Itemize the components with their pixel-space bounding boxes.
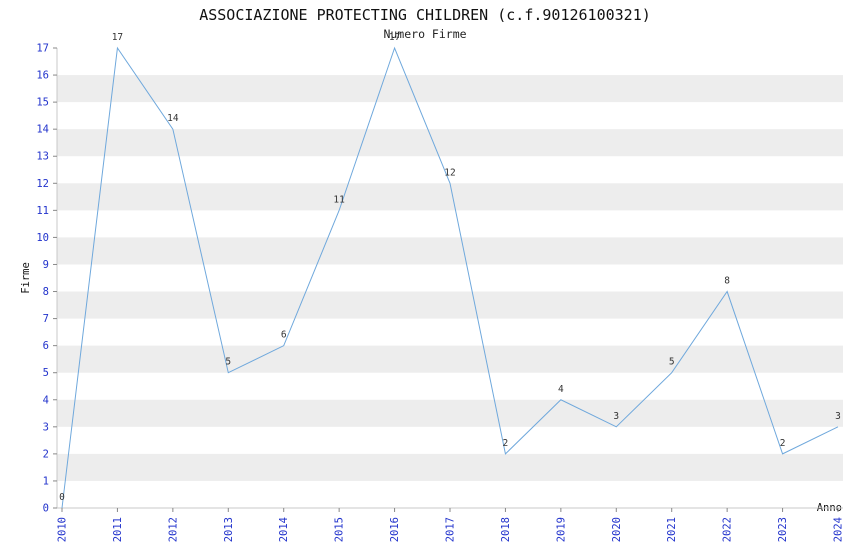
- point-label: 12: [444, 167, 455, 178]
- x-tick-label: 2024: [833, 517, 845, 542]
- point-label: 6: [281, 330, 287, 341]
- grid-band: [57, 183, 843, 211]
- data-line: [61, 46, 839, 509]
- y-tick-label: 13: [36, 151, 49, 163]
- grid-band: [57, 237, 843, 265]
- point-label: 17: [112, 32, 123, 43]
- x-tick-label: 2011: [112, 517, 124, 542]
- point-label: 3: [613, 411, 619, 422]
- point-label: 5: [669, 357, 675, 368]
- x-tick-label: 2012: [167, 517, 179, 542]
- y-tick-label: 11: [36, 205, 49, 217]
- x-tick-label: 2015: [334, 517, 346, 542]
- y-tick-label: 16: [36, 70, 49, 82]
- point-label: 2: [503, 438, 509, 449]
- x-tick-label: 2017: [445, 517, 457, 542]
- x-tick-label: 2019: [555, 517, 567, 542]
- chart-title: ASSOCIAZIONE PROTECTING CHILDREN (c.f.90…: [199, 6, 651, 24]
- point-label: 0: [59, 492, 65, 503]
- x-tick-label: 2022: [722, 517, 734, 542]
- grid-band: [57, 399, 843, 427]
- grid-bands: [57, 75, 843, 481]
- y-tick-label: 8: [43, 286, 49, 298]
- y-tick-label: 15: [36, 97, 49, 109]
- point-label: 14: [167, 113, 179, 124]
- point-label: 11: [333, 194, 345, 205]
- y-tick-label: 9: [43, 259, 49, 271]
- grid-band: [57, 453, 843, 481]
- point-label: 4: [558, 384, 564, 395]
- y-tick-label: 1: [43, 475, 49, 487]
- x-tick-label: 2016: [389, 517, 401, 542]
- grid-band: [57, 345, 843, 373]
- point-label: 8: [724, 276, 730, 287]
- x-axis-ticks: 2010 2011 2012 2013 2014 2015 2016 2017 2018 2019…: [57, 508, 845, 542]
- point-label: 17: [389, 32, 400, 43]
- grid-band: [57, 75, 843, 103]
- y-tick-label: 10: [36, 232, 49, 244]
- y-tick-label: 5: [43, 367, 49, 379]
- y-tick-label: 6: [43, 340, 49, 352]
- x-tick-label: 2014: [278, 517, 290, 542]
- x-tick-label: 2013: [223, 517, 235, 542]
- grid-band: [57, 129, 843, 157]
- x-tick-label: 2020: [611, 517, 623, 542]
- y-tick-label: 3: [43, 421, 49, 433]
- x-tick-label: 2021: [666, 517, 678, 542]
- grid-band: [57, 291, 843, 319]
- y-tick-label: 14: [36, 124, 49, 136]
- point-label: 3: [835, 411, 841, 422]
- point-label: 2: [780, 438, 786, 449]
- y-tick-label: 17: [36, 43, 49, 55]
- y-tick-label: 7: [43, 313, 49, 325]
- y-tick-label: 4: [43, 394, 49, 406]
- x-tick-label: 2010: [57, 517, 69, 542]
- y-tick-label: 0: [43, 503, 49, 515]
- x-tick-label: 2023: [777, 517, 789, 542]
- x-tick-label: 2018: [500, 517, 512, 542]
- point-labels: 0 17 14 5 6 11 17 12 2 4 3 5 8 2 3: [59, 32, 841, 503]
- chart-subtitle: Numero Firme: [383, 27, 467, 41]
- y-tick-label: 2: [43, 448, 49, 460]
- y-tick-label: 12: [36, 178, 49, 190]
- point-label: 5: [225, 357, 231, 368]
